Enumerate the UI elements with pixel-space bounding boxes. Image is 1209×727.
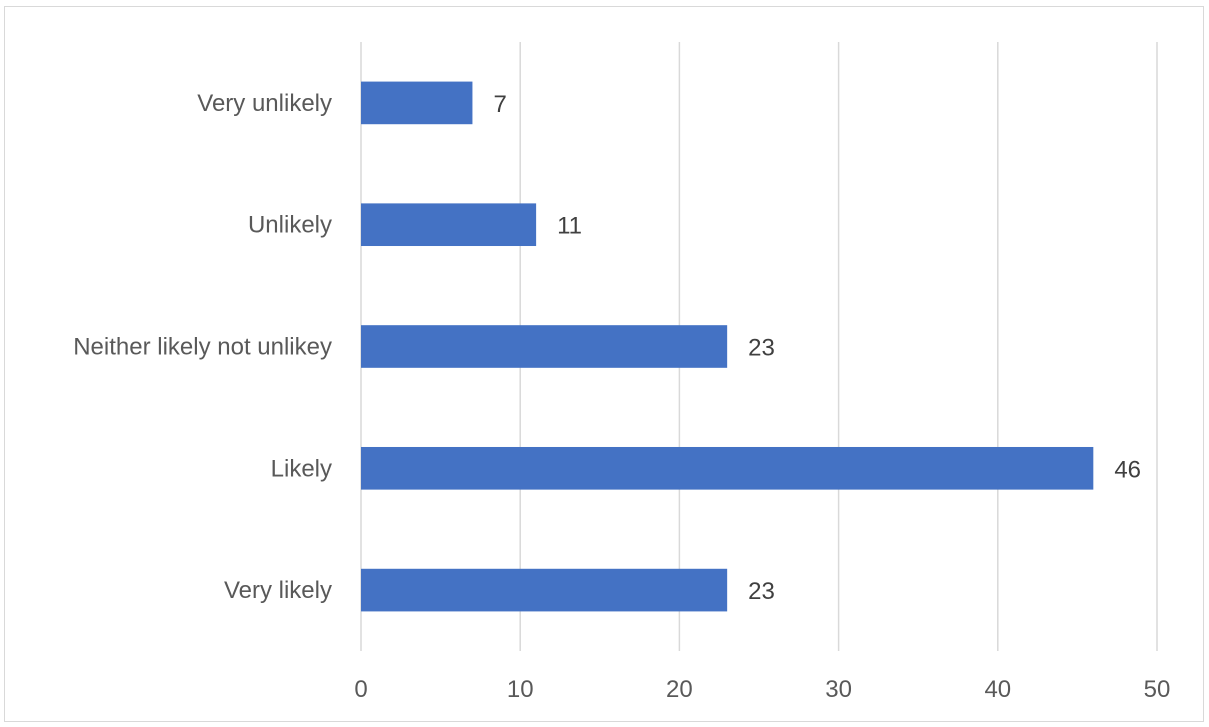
bar-neither-likely-not-unlikey [361,325,728,368]
labels: 0 10 20 30 40 50 Very unlikely 7 Unlikely 11 Neith… [73,90,1170,703]
bar-unlikely [361,203,537,247]
category-label-very-likely: Very likely [224,577,332,604]
bar-very-likely [361,568,728,612]
x-tick-label-50: 50 [1144,676,1171,703]
data-label-very-unlikely: 7 [493,91,506,118]
bar-likely [361,446,1094,490]
x-tick-label-30: 30 [825,676,852,703]
x-tick-label-0: 0 [354,676,367,703]
gridlines [360,42,1158,651]
bar-very-unlikely [361,81,473,125]
x-tick-label-10: 10 [507,676,534,703]
data-label-neither-likely-not-unlikey: 23 [748,335,775,362]
data-label-likely: 46 [1114,456,1141,483]
bars [361,81,1094,612]
data-label-very-likely: 23 [748,578,775,605]
x-tick-label-40: 40 [984,676,1011,703]
x-tick-label-20: 20 [666,676,693,703]
category-label-unlikely: Unlikely [248,212,332,239]
category-label-neither-likely-not-unlikey: Neither likely not unlikey [73,334,332,361]
category-label-likely: Likely [271,455,332,482]
data-label-unlikely: 11 [557,213,582,240]
category-label-very-unlikely: Very unlikely [197,90,332,117]
